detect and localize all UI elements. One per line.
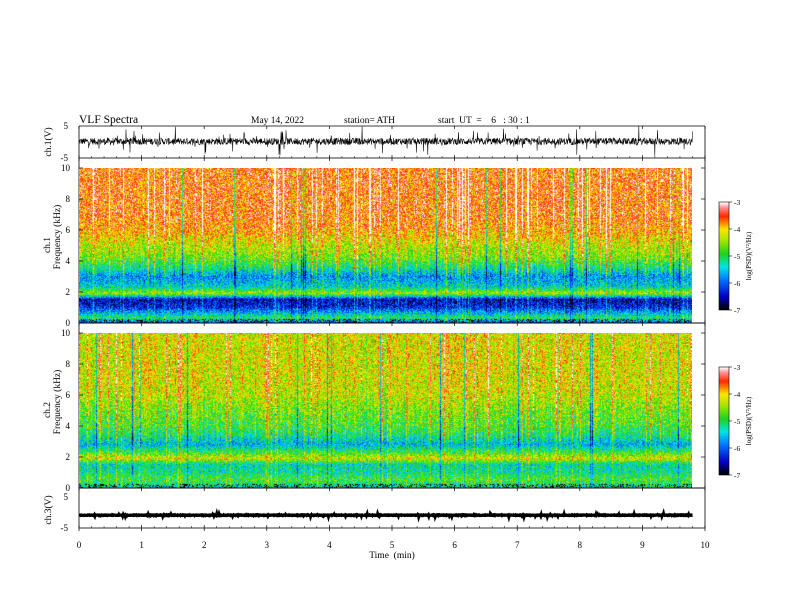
x-tick-label: 2	[202, 540, 207, 550]
ch2-colorbar-gradient	[719, 367, 729, 475]
ch2-spectrogram-channel-label: ch.2	[43, 402, 53, 418]
x-tick-label: 5	[390, 540, 395, 550]
colorbar-tick-label: -7	[734, 471, 740, 480]
ch1-waveform-panel: 5 -5 ch.1(V)	[43, 121, 706, 163]
y-tick-label: 2	[66, 287, 71, 297]
ch2-spectrogram-ylabel: Frequency (kHz)	[52, 370, 63, 435]
x-tick-label: 10	[701, 540, 711, 550]
ch3-waveform-trace	[79, 507, 693, 523]
ch3-ytick-bottom: -5	[61, 523, 69, 533]
ch3-ytick-top: 5	[64, 492, 69, 502]
station-label: station= ATH	[344, 116, 395, 126]
ch1-spectrogram-heatmap	[79, 168, 692, 323]
ch2-colorbar-label: log(PSD)(V²/Hz)	[745, 396, 753, 445]
ch2-colorbar-ticks: -3 -4 -5 -6 -7	[729, 363, 740, 480]
ch1-spectrogram-plot-area	[79, 168, 692, 323]
ch1-ytick-top: 5	[64, 121, 69, 131]
ch1-colorbar-label: log(PSD)(V²/Hz)	[745, 231, 753, 280]
ch1-waveform-ylabel: ch.1(V)	[43, 127, 54, 156]
ch2-colorbar-gradient-area	[719, 367, 729, 475]
start-ut-label: start UT = 6 : 30 : 1	[438, 116, 530, 126]
y-tick-label: 4	[66, 256, 71, 266]
ch1-spectrogram-channel-label: ch.1	[43, 237, 53, 253]
x-tick-label: 6	[452, 540, 457, 550]
ch3-waveform-panel: 5 -5 ch.3(V)	[43, 487, 706, 533]
ch2-spectrogram-plot-area	[79, 333, 692, 488]
x-tick-label: 0	[77, 540, 82, 550]
y-tick-label: 10	[61, 328, 71, 338]
x-tick-label: 1	[139, 540, 144, 550]
time-axis: 0 1 2 3 4 5 6 7 8 9 10	[77, 126, 710, 550]
colorbar-tick-label: -3	[734, 363, 740, 372]
ch3-waveform-ylabel: ch.3(V)	[43, 495, 54, 524]
y-tick-label: 8	[66, 194, 71, 204]
ch1-colorbar-gradient-area	[719, 202, 729, 310]
ch1-ytick-bottom: -5	[61, 153, 69, 163]
y-tick-label: 6	[66, 390, 71, 400]
colorbar-tick-label: -7	[734, 306, 740, 315]
colorbar-tick-label: -4	[734, 390, 740, 399]
colorbar-tick-label: -5	[734, 252, 740, 261]
figure-title: VLF Spectra	[79, 114, 138, 126]
colorbar-tick-label: -6	[734, 444, 740, 453]
ch2-colorbar: -3 -4 -5 -6 -7 log(PSD)(V²/Hz)	[718, 363, 753, 480]
colorbar-tick-label: -3	[734, 198, 740, 207]
ch1-spectrogram-panel: 0 2 4 6 8 10 ch.1 Frequency (kHz)	[43, 157, 706, 328]
x-tick-label: 3	[265, 540, 270, 550]
ch1-colorbar-gradient	[719, 202, 729, 310]
colorbar-tick-label: -6	[734, 279, 740, 288]
ch1-waveform-trace	[78, 125, 693, 156]
ch2-spectrogram-yticks: 0 2 4 6 8 10	[61, 328, 705, 493]
y-tick-label: 4	[66, 421, 71, 431]
y-tick-label: 10	[61, 163, 71, 173]
ch1-colorbar: -3 -4 -5 -6 -7 log(PSD)(V²/Hz)	[718, 198, 753, 315]
colorbar-tick-label: -4	[734, 225, 740, 234]
y-tick-label: 8	[66, 359, 71, 369]
y-tick-label: 2	[66, 452, 71, 462]
date-label: May 14, 2022	[251, 116, 304, 126]
ch2-spectrogram-heatmap	[79, 333, 692, 488]
ch2-spectrogram-panel: 0 2 4 6 8 10 ch.2 Frequency (kHz)	[43, 322, 706, 493]
ch3-waveform-frame	[78, 487, 706, 529]
y-tick-label: 0	[66, 483, 71, 493]
y-tick-label: 0	[66, 318, 71, 328]
x-tick-label: 7	[515, 540, 520, 550]
y-tick-label: 6	[66, 225, 71, 235]
ch1-spectrogram-ylabel: Frequency (kHz)	[52, 205, 63, 270]
x-tick-label: 8	[578, 540, 583, 550]
x-tick-label: 4	[327, 540, 332, 550]
ch1-colorbar-ticks: -3 -4 -5 -6 -7	[729, 198, 740, 315]
x-tick-label: 9	[640, 540, 645, 550]
time-axis-label: Time (min)	[369, 550, 415, 561]
colorbar-tick-label: -5	[734, 417, 740, 426]
